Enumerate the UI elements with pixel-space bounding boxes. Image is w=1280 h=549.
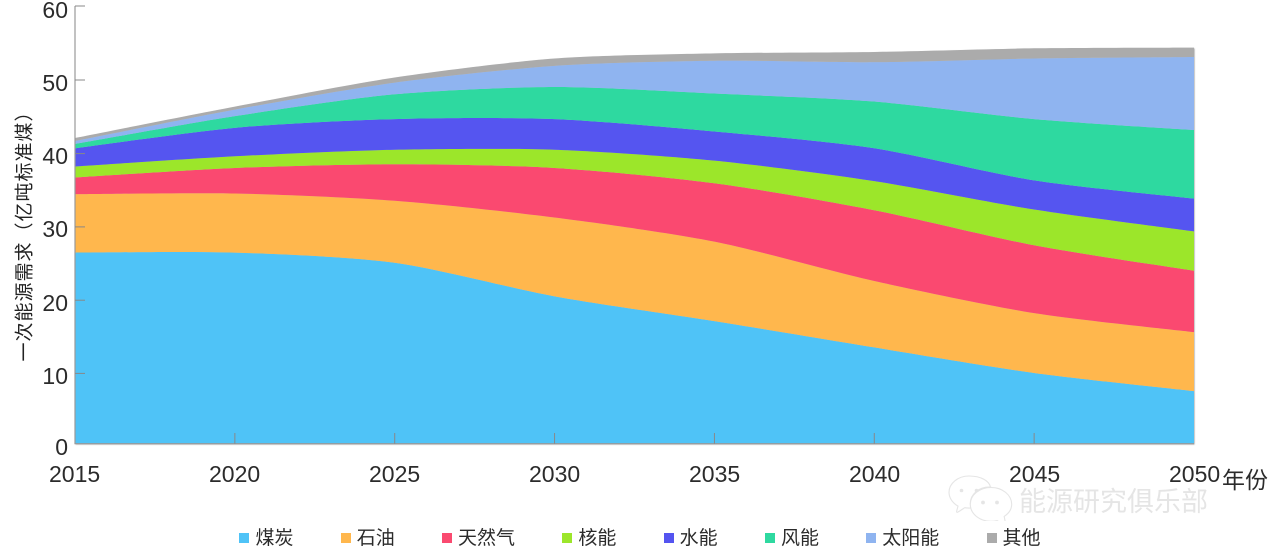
svg-text:能源研究俱乐部: 能源研究俱乐部 [1019, 487, 1208, 517]
